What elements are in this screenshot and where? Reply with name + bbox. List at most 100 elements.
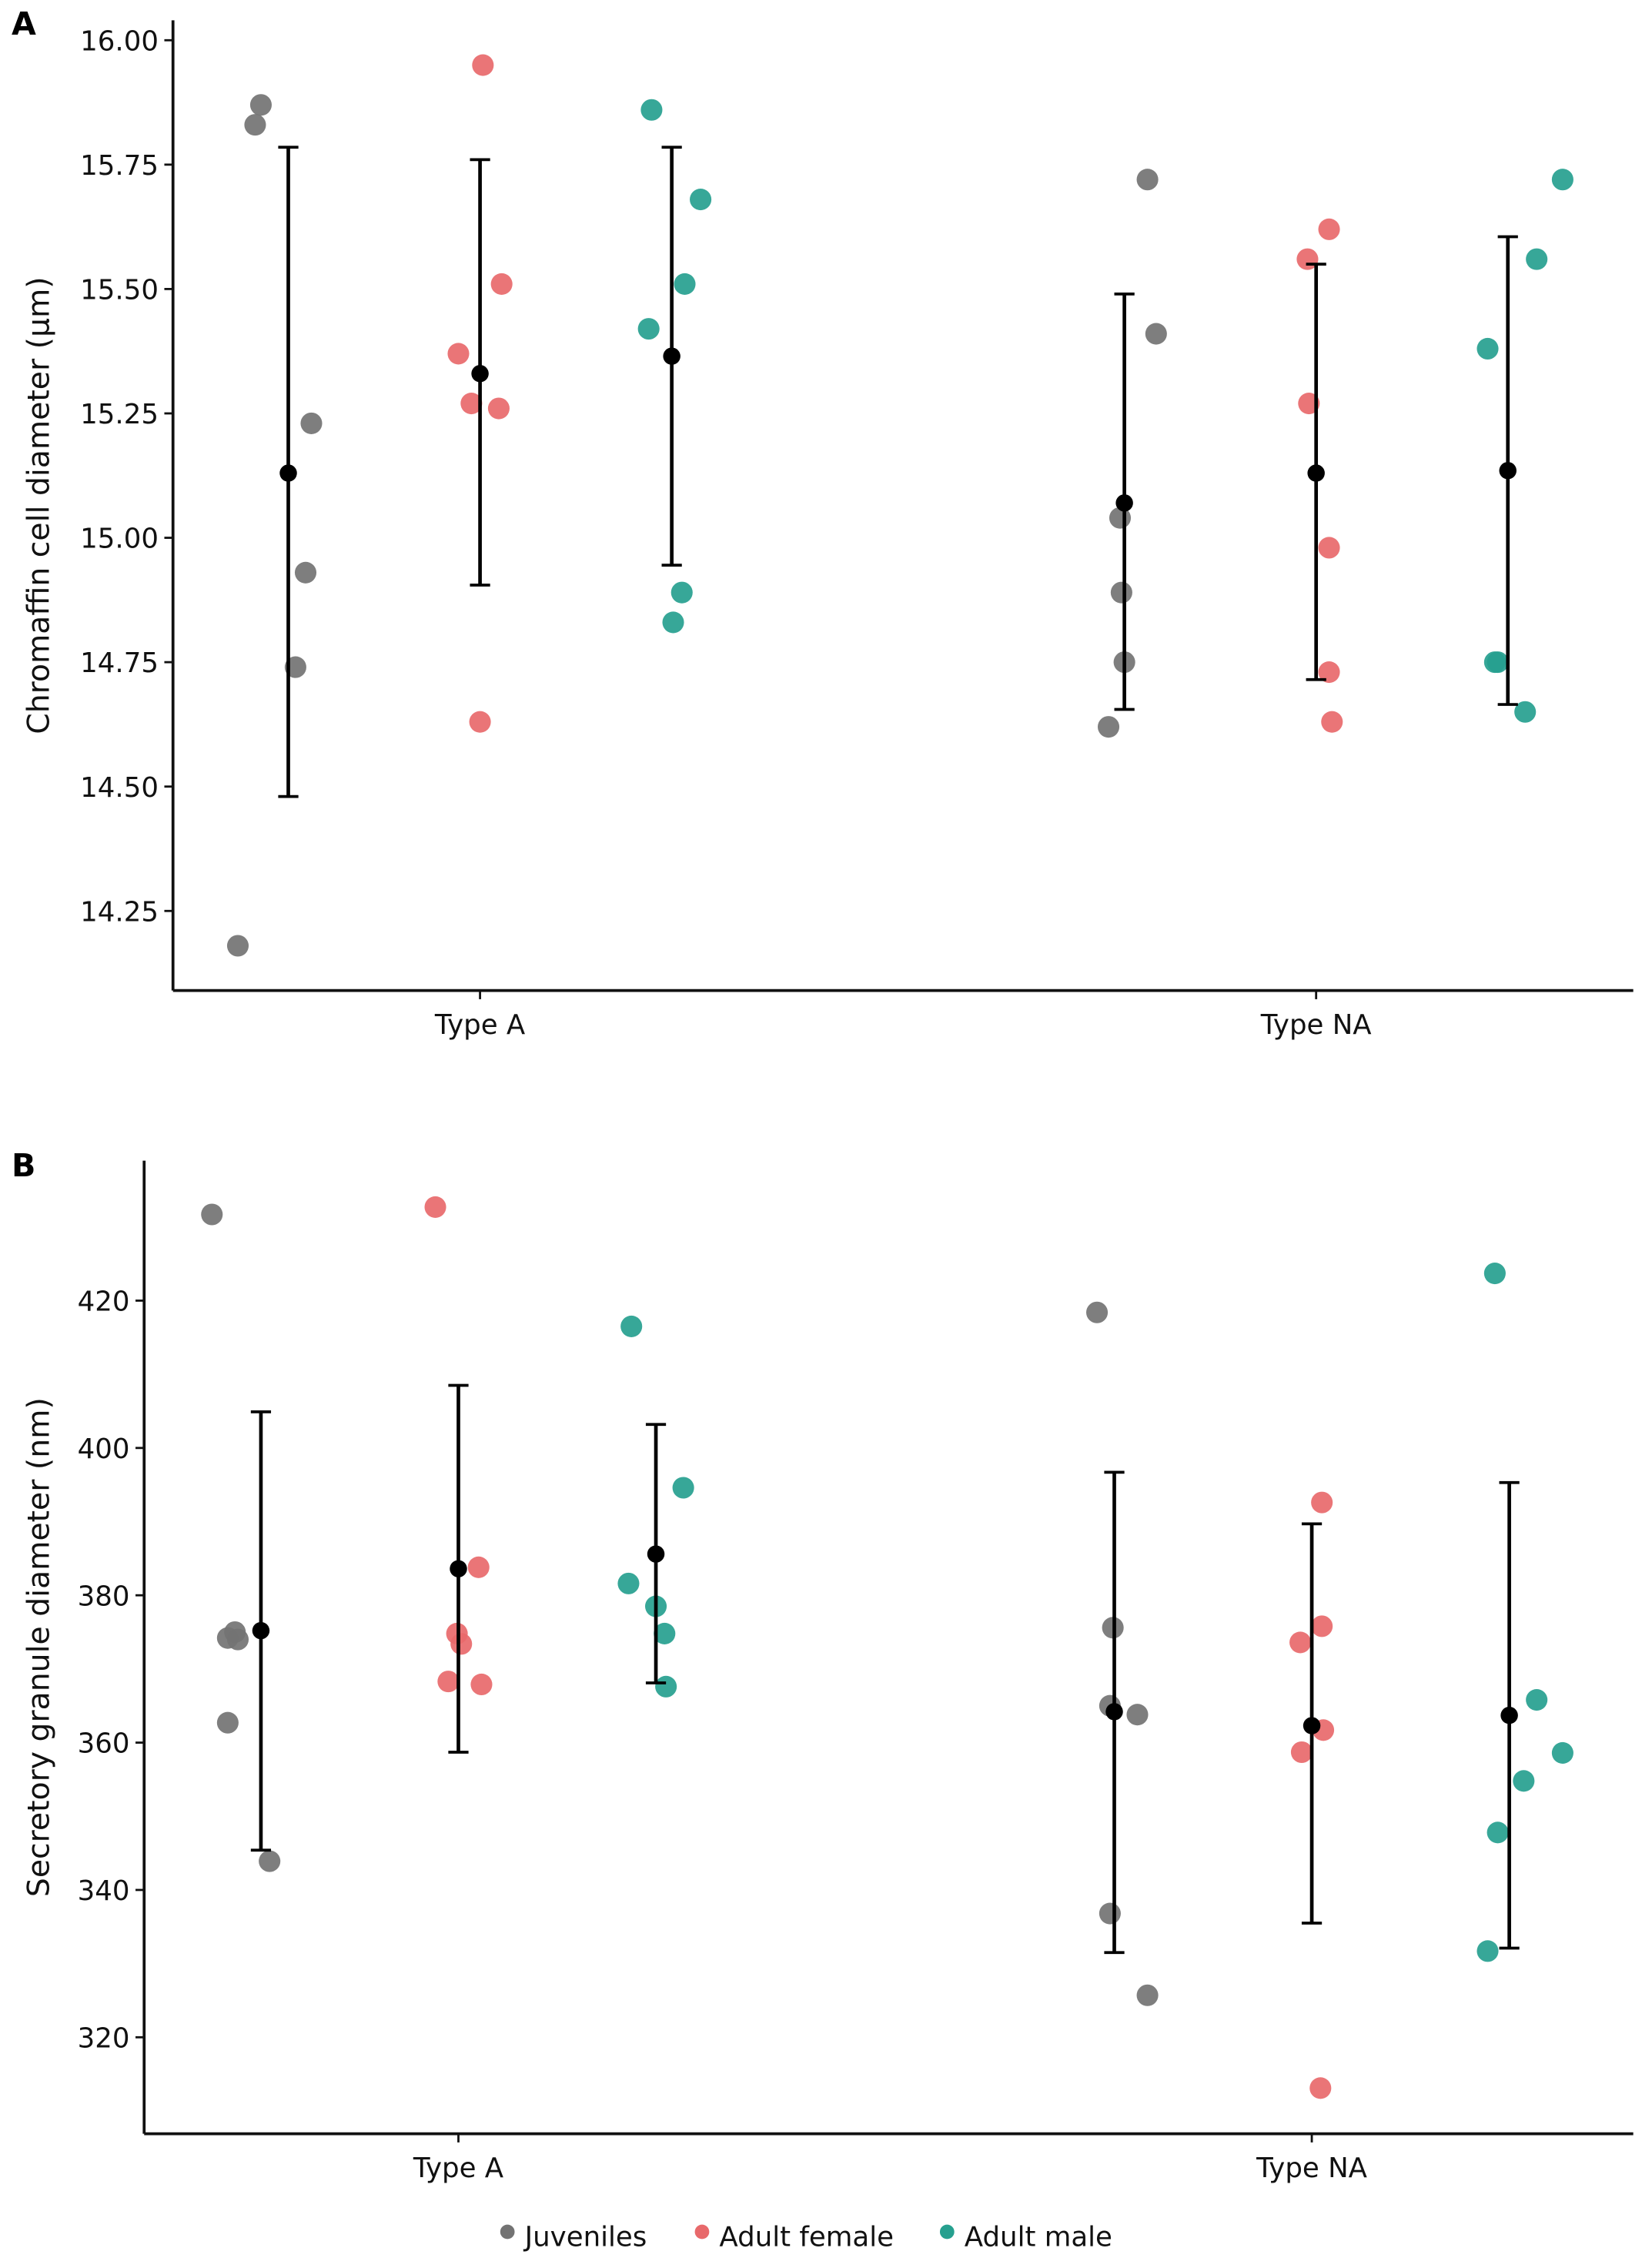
y-axis-label: Chromaffin cell diameter (µm) <box>22 276 57 734</box>
y-tick-label: 14.50 <box>80 772 159 804</box>
series-adult-male <box>637 99 1573 723</box>
data-point <box>1136 169 1159 191</box>
data-point <box>249 94 272 116</box>
mean-point <box>252 1621 270 1640</box>
panel-b: B 320 340 360 380 400 420 Type A Type NA Secretor… <box>12 1147 1634 2184</box>
mean-point <box>450 1560 467 1577</box>
data-point <box>467 1556 490 1578</box>
data-point <box>460 393 483 415</box>
data-point <box>1486 1821 1509 1844</box>
data-point <box>470 1673 493 1696</box>
data-point <box>244 114 266 136</box>
series-adult-female <box>447 54 1343 733</box>
legend-marker <box>939 2224 955 2240</box>
y-tick-label: 14.25 <box>80 896 159 928</box>
data-point <box>1514 701 1537 723</box>
y-tick-label: 420 <box>78 1286 130 1318</box>
panel-a: A 14.25 14.50 14.75 15.00 15.25 15.50 15.75 16.0… <box>12 5 1634 1041</box>
data-point <box>620 1315 643 1337</box>
legend-label: Adult male <box>965 2222 1112 2253</box>
mean-point <box>1499 462 1517 480</box>
y-tick-label: 15.25 <box>80 399 159 430</box>
data-point <box>1476 1940 1499 1962</box>
data-point <box>424 1196 446 1218</box>
data-point <box>1110 581 1132 604</box>
legend-label: Adult female <box>719 2222 894 2253</box>
data-point <box>617 1572 640 1594</box>
data-point <box>674 273 696 295</box>
legend-marker <box>500 2224 515 2240</box>
data-point <box>437 1671 460 1693</box>
y-tick-label: 14.75 <box>80 647 159 679</box>
data-point <box>1483 1262 1506 1285</box>
data-point <box>637 318 660 340</box>
mean-point <box>1115 494 1133 512</box>
mean-point <box>647 1545 665 1563</box>
y-tick-label: 340 <box>78 1875 130 1907</box>
data-point <box>1483 651 1506 674</box>
mean-point <box>1105 1703 1123 1721</box>
data-point <box>655 1675 677 1698</box>
x-tick-label: Type NA <box>1256 2153 1368 2184</box>
data-point <box>450 1633 473 1655</box>
data-point <box>1318 537 1340 559</box>
data-point <box>487 397 510 420</box>
data-point <box>662 611 684 634</box>
data-point <box>1551 169 1573 191</box>
mean-point <box>279 464 297 482</box>
data-point <box>259 1850 281 1872</box>
data-point <box>1318 661 1340 684</box>
mean-point <box>1500 1706 1518 1724</box>
series-juveniles <box>226 94 1167 957</box>
x-tick-label: Type NA <box>1260 1009 1373 1041</box>
legend-marker <box>694 2224 710 2240</box>
x-tick-label: Type A <box>413 2153 504 2184</box>
data-point <box>1476 337 1499 360</box>
data-point <box>1086 1301 1109 1323</box>
data-point <box>490 273 513 295</box>
data-point <box>201 1203 223 1226</box>
y-tick-label: 400 <box>78 1433 130 1465</box>
data-point <box>1513 1770 1535 1792</box>
data-point <box>670 581 693 604</box>
series-juveniles <box>201 1203 1159 2006</box>
data-point <box>1311 1615 1333 1637</box>
y-axis-label: Secretory granule diameter (nm) <box>22 1397 57 1897</box>
y-tick-label: 15.00 <box>80 524 159 555</box>
data-point <box>1526 248 1548 270</box>
data-point <box>300 412 323 434</box>
data-point <box>1126 1704 1149 1726</box>
series-adult-male <box>617 1262 1573 1962</box>
series-adult-female <box>424 1196 1335 2099</box>
data-point <box>1290 1741 1313 1764</box>
y-tick-label: 15.75 <box>80 150 159 182</box>
data-point <box>672 1477 694 1499</box>
data-point <box>469 711 491 733</box>
data-point <box>640 99 663 121</box>
panel-label: A <box>12 5 36 42</box>
data-point <box>1321 711 1343 733</box>
data-point <box>294 561 317 584</box>
mean-point <box>471 365 489 383</box>
mean-point <box>1307 464 1325 482</box>
legend-label: Juveniles <box>523 2222 647 2253</box>
data-point <box>1289 1631 1312 1654</box>
y-tick-label: 380 <box>78 1581 130 1612</box>
data-point <box>226 1628 249 1651</box>
data-point <box>690 189 712 211</box>
data-point <box>1551 1741 1573 1764</box>
data-point <box>472 54 494 76</box>
data-point <box>1309 2077 1332 2099</box>
data-point <box>1099 1902 1121 1925</box>
data-point <box>1097 716 1120 738</box>
data-point <box>1318 218 1340 240</box>
data-point <box>216 1711 239 1734</box>
mean-point <box>663 347 681 365</box>
data-point <box>447 343 470 365</box>
data-point <box>654 1622 676 1644</box>
panel-label: B <box>12 1147 35 1184</box>
y-tick-label: 16.00 <box>80 25 159 57</box>
data-point <box>1311 1491 1333 1514</box>
data-point <box>1145 323 1167 345</box>
